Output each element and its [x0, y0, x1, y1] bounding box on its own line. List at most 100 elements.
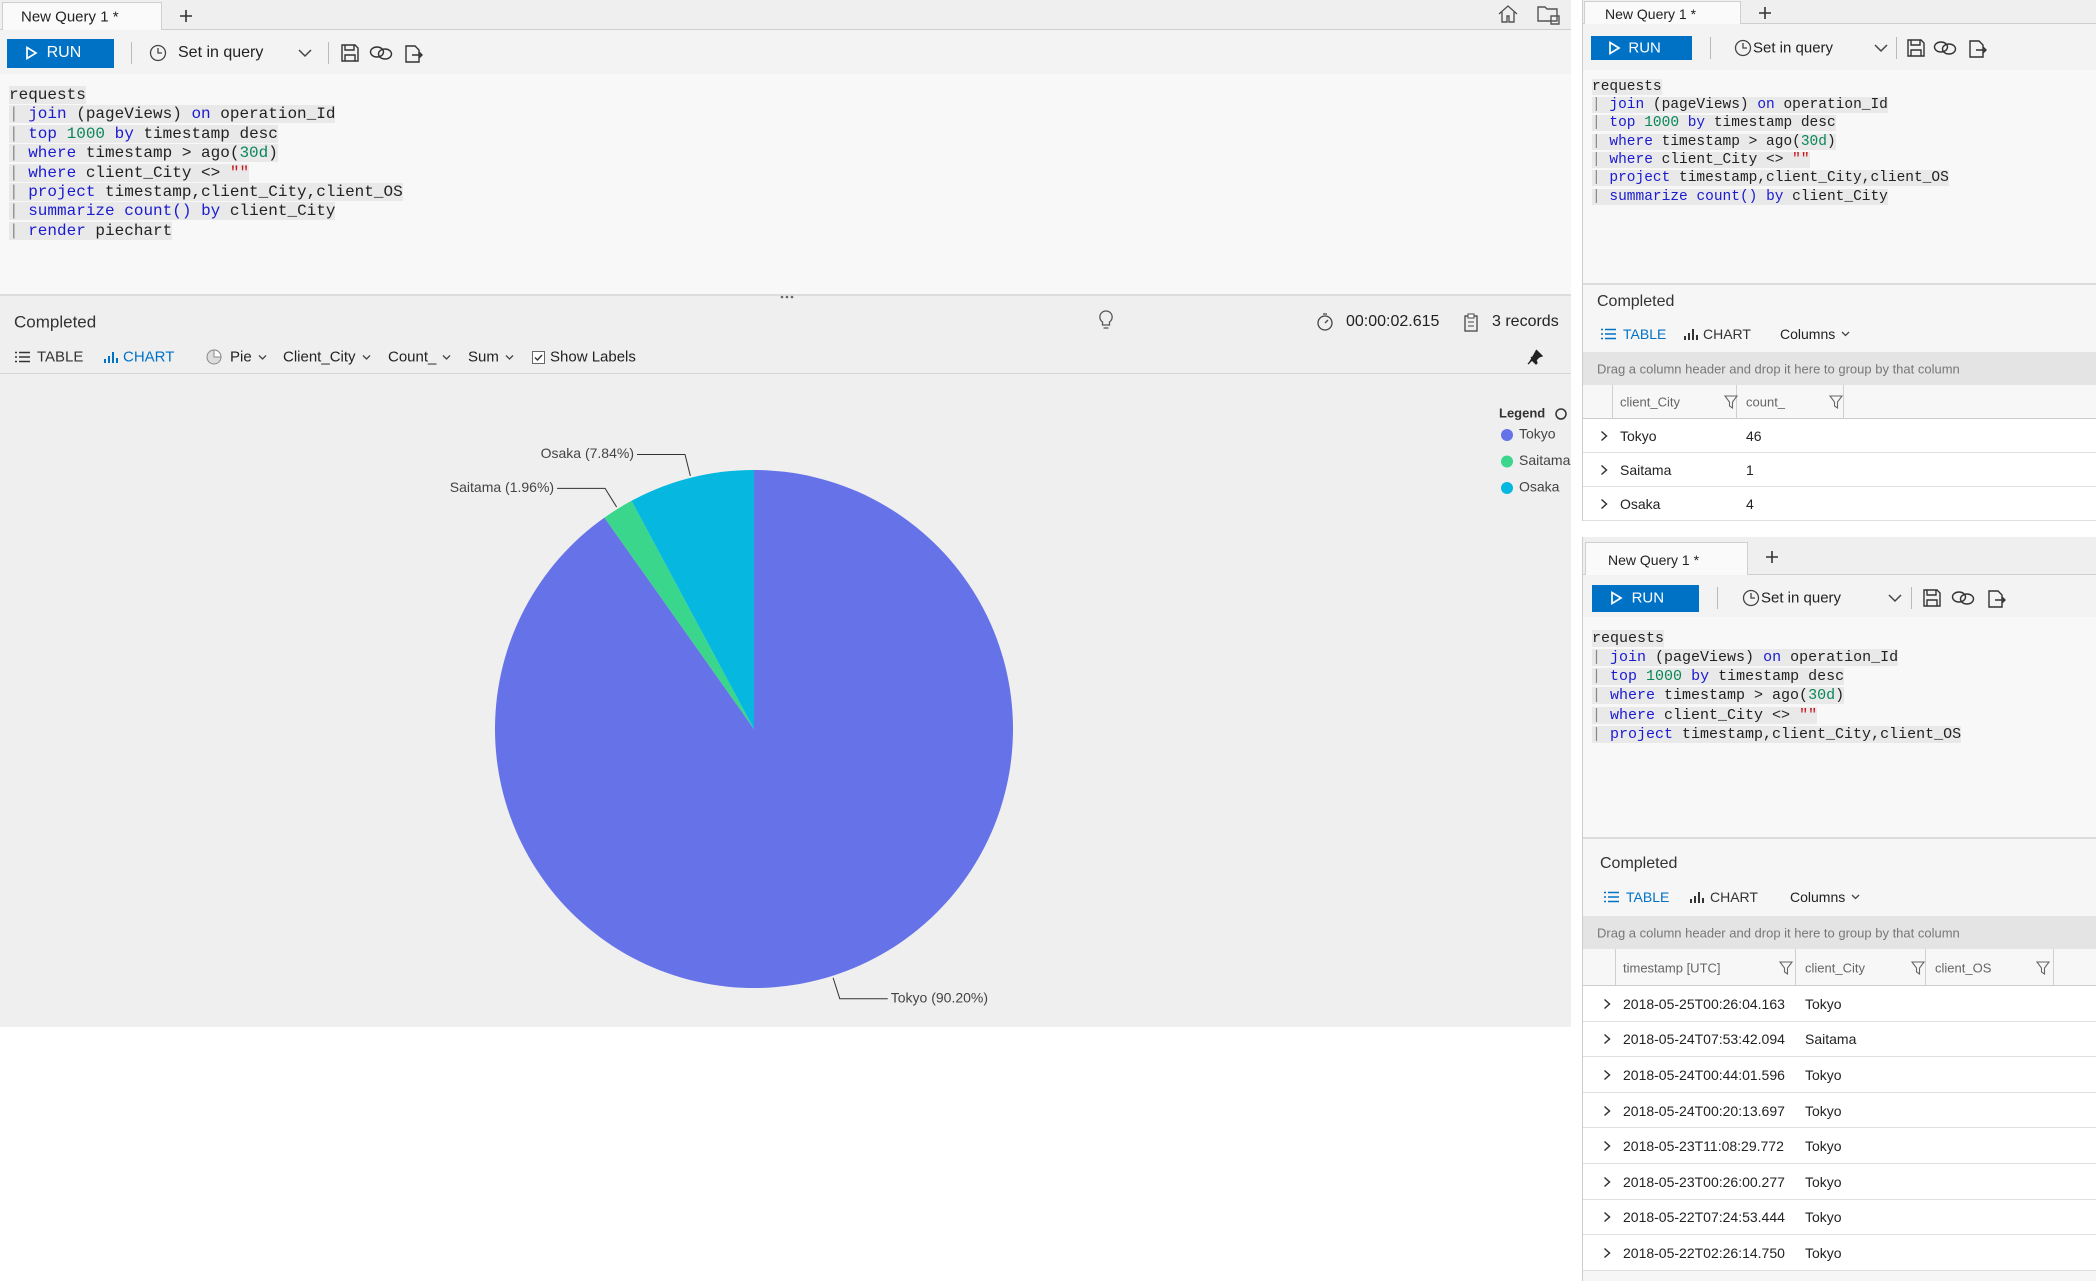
row-expand[interactable] [1603, 1176, 1611, 1188]
time-range-dropdown[interactable]: Set in query [1761, 589, 1842, 607]
chart-view-icon[interactable] [103, 350, 119, 364]
code-token: timestamp desc [1705, 115, 1836, 132]
column-filter-part [1828, 395, 1844, 410]
row-expand[interactable] [1603, 1105, 1611, 1117]
chart-option-dropdown[interactable]: Sum [468, 349, 514, 366]
table-row[interactable]: 2018-05-23T11:08:29.772 Tokyo [1583, 1128, 2096, 1164]
show-labels-checkbox[interactable] [532, 350, 545, 364]
run-button[interactable]: RUN [1591, 36, 1692, 60]
table-view-icon[interactable] [14, 351, 30, 363]
share-link-button[interactable] [1951, 589, 1975, 607]
query-editor[interactable]: requests | join (pageViews) on operation_… [1583, 617, 2096, 837]
query-tab[interactable]: New Query 1 * [1584, 1, 1741, 24]
chart-view-icon[interactable] [1683, 327, 1699, 341]
chart-option-label: Sum [468, 348, 499, 366]
column-header[interactable]: timestamp [UTC] [1623, 960, 1721, 975]
row-expand[interactable] [1603, 998, 1611, 1010]
row-expand[interactable] [1603, 1069, 1611, 1081]
column-header[interactable]: client_City [1620, 394, 1680, 410]
table-row[interactable]: Tokyo 46 [1583, 419, 2096, 453]
table-view-tab[interactable]: TABLE [1626, 889, 1670, 905]
row-expand[interactable] [1600, 464, 1608, 476]
time-range-dropdown[interactable]: Set in query [1753, 39, 1834, 57]
run-icon-part [1609, 40, 1621, 56]
code-token: where [1610, 687, 1656, 705]
table-row[interactable]: 2018-05-22T07:24:53.444 Tokyo [1583, 1199, 2096, 1236]
export-button[interactable] [1986, 587, 2006, 609]
export-button[interactable] [403, 42, 423, 64]
new-tab-button[interactable] [1765, 550, 1779, 564]
time-range-chevron[interactable] [298, 49, 312, 58]
row-expand[interactable] [1603, 1033, 1611, 1045]
share-link-button[interactable] [1933, 39, 1957, 57]
column-filter[interactable] [1910, 960, 1926, 975]
new-tab-button[interactable] [1758, 6, 1772, 20]
query-tab[interactable]: New Query 1 * [1585, 542, 1748, 575]
run-button[interactable]: RUN [7, 38, 114, 68]
column-filter[interactable] [1723, 395, 1739, 410]
row-expand[interactable] [1603, 1140, 1611, 1152]
query-editor[interactable]: requests | join (pageViews) on operation_… [1583, 70, 2096, 283]
column-filter[interactable] [1828, 395, 1844, 410]
save-button[interactable] [1922, 588, 1942, 608]
options-divider [0, 373, 1571, 374]
column-header[interactable]: client_City [1805, 960, 1865, 975]
chart-option-dropdown[interactable]: Count_ [388, 349, 451, 366]
table-row[interactable]: 2018-05-24T00:20:13.697 Tokyo [1583, 1092, 2096, 1129]
time-range-chevron[interactable] [1874, 44, 1888, 53]
chart-option-dropdown[interactable]: Client_City [283, 349, 371, 366]
tips-button[interactable] [1098, 310, 1114, 330]
column-filter[interactable] [2035, 960, 2051, 975]
column-header[interactable]: count_ [1746, 394, 1786, 410]
table-cell: 2018-05-22T02:26:14.750 [1623, 1244, 1785, 1261]
chart-view-tab[interactable]: CHART [1703, 326, 1751, 342]
columns-menu[interactable]: Columns [1780, 326, 1850, 342]
time-icon [1734, 39, 1752, 57]
code-token: | [1592, 151, 1610, 168]
table-row[interactable]: Osaka 4 [1583, 487, 2096, 521]
table-row[interactable]: 2018-05-25T00:26:04.163 Tokyo [1583, 986, 2096, 1022]
splitter-grip[interactable] [780, 295, 794, 299]
new-tab-button[interactable] [179, 9, 193, 23]
code-line: | summarize count() by client_City [1592, 188, 1888, 205]
row-expand[interactable] [1603, 1247, 1611, 1259]
save-button[interactable] [1906, 38, 1926, 58]
column-header[interactable]: client_OS [1935, 960, 1992, 975]
row-expand[interactable] [1603, 1211, 1611, 1223]
save-button[interactable] [340, 43, 360, 63]
columns-menu-chevron [1851, 894, 1860, 900]
row-expand[interactable] [1600, 498, 1608, 510]
pin-button[interactable] [1527, 349, 1544, 365]
table-view-icon[interactable] [1600, 328, 1616, 340]
time-range-dropdown[interactable]: Set in query [178, 44, 264, 61]
table-row[interactable]: 2018-05-24T00:44:01.596 Tokyo [1583, 1057, 2096, 1093]
chart-view-tab[interactable]: CHART [1710, 889, 1758, 905]
code-token: join [1609, 97, 1645, 114]
query-tab[interactable]: New Query 1 * [2, 2, 162, 30]
table-row[interactable]: Saitama 1 [1583, 453, 2096, 487]
table-row[interactable]: 2018-05-22T02:26:14.750 Tokyo [1583, 1235, 2096, 1271]
chart-view-icon[interactable] [1689, 890, 1705, 904]
run-button[interactable]: RUN [1592, 584, 1699, 612]
export-button[interactable] [1967, 37, 1987, 59]
table-view-tab[interactable]: TABLE [1623, 326, 1667, 342]
share-link-button-part [1941, 43, 1957, 55]
home-button[interactable] [1497, 4, 1519, 24]
row-expand-part [1603, 1141, 1611, 1152]
chart-view-tab[interactable]: CHART [123, 348, 175, 366]
time-range-chevron[interactable] [1888, 594, 1902, 603]
table-view-icon[interactable] [1603, 891, 1619, 903]
group-by-bar: Drag a column header and drop it here to… [1583, 352, 2096, 385]
table-header: timestamp [UTC] client_City client_OS [1583, 949, 2096, 986]
query-editor[interactable]: requests | join (pageViews) on operation_… [0, 74, 1571, 294]
column-filter[interactable] [1778, 960, 1794, 975]
columns-menu[interactable]: Columns [1790, 889, 1860, 905]
table-view-tab[interactable]: TABLE [37, 348, 84, 366]
pie-slice [631, 470, 754, 729]
share-link-button[interactable] [369, 44, 393, 62]
table-row[interactable]: 2018-05-24T07:53:42.094 Saitama [1583, 1021, 2096, 1058]
row-expand[interactable] [1600, 430, 1608, 442]
chart-option-dropdown[interactable]: Pie [230, 349, 267, 366]
table-row[interactable]: 2018-05-23T00:26:00.277 Tokyo [1583, 1164, 2096, 1200]
open-panel-button[interactable] [1536, 4, 1560, 25]
